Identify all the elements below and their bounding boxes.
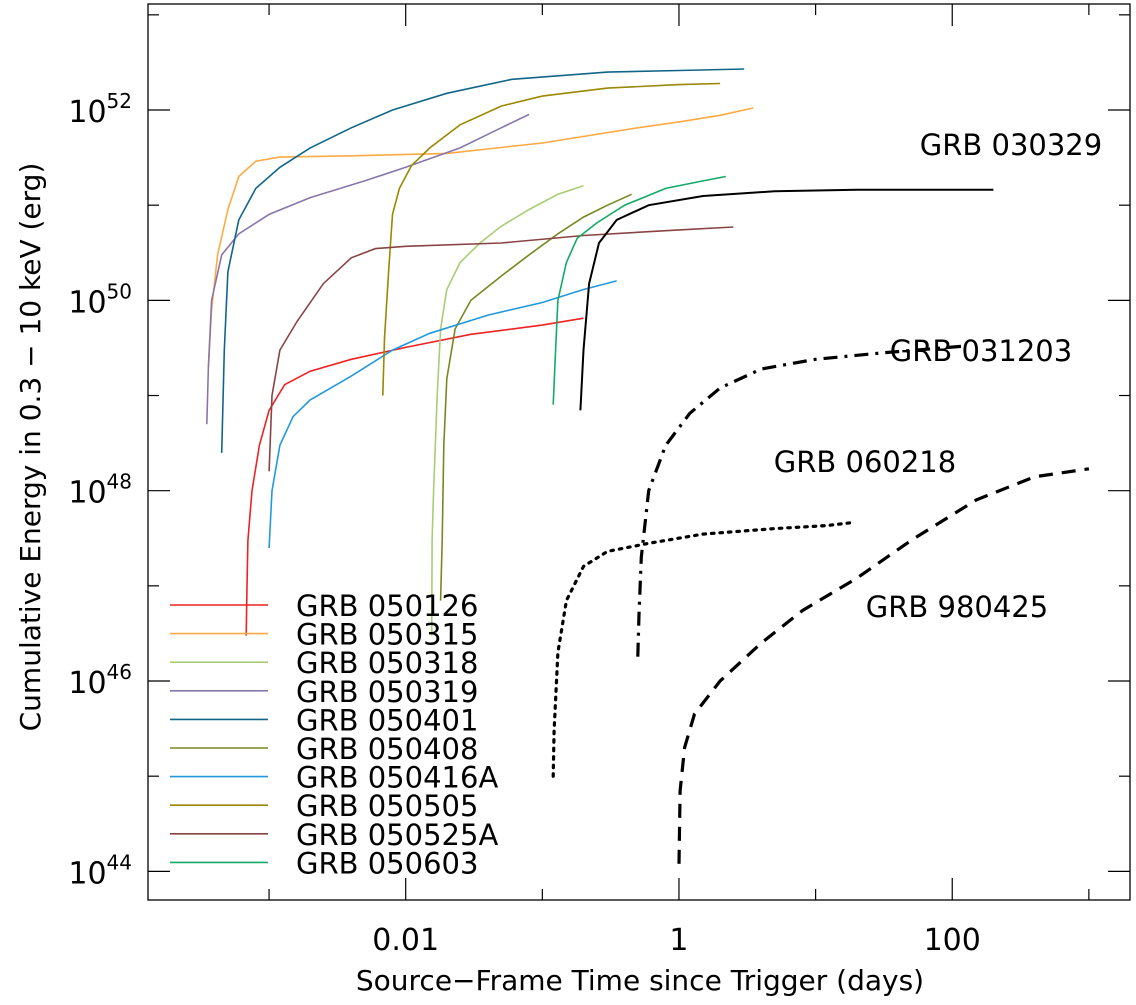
- y-tick-label: 1048: [68, 470, 132, 511]
- plot-lines: [206, 68, 1090, 864]
- series-line-grb-050319: [206, 113, 530, 425]
- series-line-grb-050408: [439, 193, 632, 601]
- y-axis-title: Cumulative Energy in 0.3 − 10 keV (erg): [14, 163, 47, 732]
- series-line-grb-060218: [551, 521, 853, 778]
- x-axis-title: Source−Frame Time since Trigger (days): [356, 964, 924, 997]
- x-tick-label: 0.01: [372, 923, 439, 958]
- series-line-grb-031203: [636, 344, 964, 657]
- legend-label-grb-050408: GRB 050408: [296, 732, 478, 766]
- series-line-grb-050505: [382, 82, 721, 396]
- annotations: GRB 030329 GRB 031203 GRB 060218 GRB 980425: [774, 128, 1102, 624]
- legend-label-grb-050505: GRB 050505: [296, 789, 478, 823]
- series-line-grb-050126: [245, 317, 584, 636]
- legend-label-grb-050319: GRB 050319: [296, 675, 478, 709]
- plot-frame: [147, 3, 1131, 901]
- axes: 1052 1050 1048 1046 1044 0.01 1 100: [68, 3, 1131, 958]
- annotation-grb-031203: GRB 031203: [890, 334, 1072, 368]
- series-line-grb-030329: [579, 188, 994, 411]
- series-line-grb-980425: [677, 467, 1090, 864]
- series-line-grb-050603: [552, 175, 726, 405]
- y-tick-label: 1052: [68, 89, 132, 130]
- legend-label-grb-050318: GRB 050318: [296, 646, 478, 680]
- annotation-grb-030329: GRB 030329: [920, 128, 1102, 162]
- series-line-grb-050401: [220, 68, 745, 453]
- legend-label-grb-050416a: GRB 050416A: [296, 761, 498, 795]
- annotation-grb-980425: GRB 980425: [866, 590, 1048, 624]
- y-tick-label: 1044: [68, 850, 132, 891]
- legend-label-grb-050525a: GRB 050525A: [296, 818, 498, 852]
- legend-label-grb-050603: GRB 050603: [296, 846, 478, 880]
- x-tick-label: 1: [669, 923, 688, 958]
- y-tick-label: 1046: [68, 660, 132, 701]
- series-line-grb-050525a: [268, 226, 734, 472]
- annotation-grb-060218: GRB 060218: [774, 445, 956, 479]
- x-tick-label: 100: [924, 923, 981, 958]
- legend-label-grb-050126: GRB 050126: [296, 589, 478, 623]
- legend-label-grb-050401: GRB 050401: [296, 703, 478, 737]
- legend-label-grb-050315: GRB 050315: [296, 618, 478, 652]
- series-line-grb-050416a: [268, 280, 617, 549]
- y-tick-label: 1050: [68, 279, 132, 320]
- series-line-grb-050315: [207, 107, 754, 367]
- series-line-grb-050318: [430, 185, 584, 636]
